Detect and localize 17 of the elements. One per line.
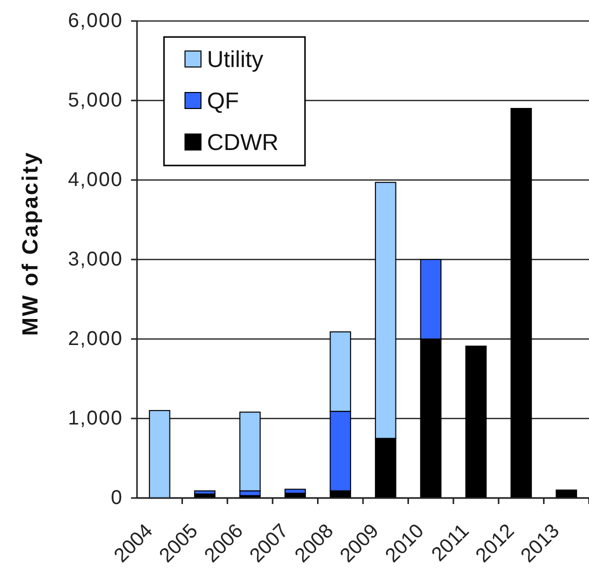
- bar: [465, 346, 487, 498]
- y-axis-title: MW of Capacity: [18, 151, 42, 336]
- bar: [148, 410, 170, 498]
- legend-label: Utility: [207, 46, 264, 72]
- bar: [194, 490, 216, 495]
- y-tick-label: 3,000: [68, 248, 123, 270]
- y-tick-label: 6,000: [68, 10, 123, 32]
- y-tick-label: 1,000: [68, 408, 123, 430]
- bar: [284, 488, 306, 494]
- y-tick-label: 4,000: [68, 169, 123, 191]
- y-tick-label: 2,000: [68, 328, 123, 350]
- bar: [510, 108, 532, 498]
- legend-label: CDWR: [207, 129, 279, 155]
- y-tick-label: 0: [110, 487, 123, 509]
- legend-label: QF: [207, 88, 239, 114]
- bar: [556, 490, 578, 498]
- y-tick-label: 5,000: [68, 90, 123, 112]
